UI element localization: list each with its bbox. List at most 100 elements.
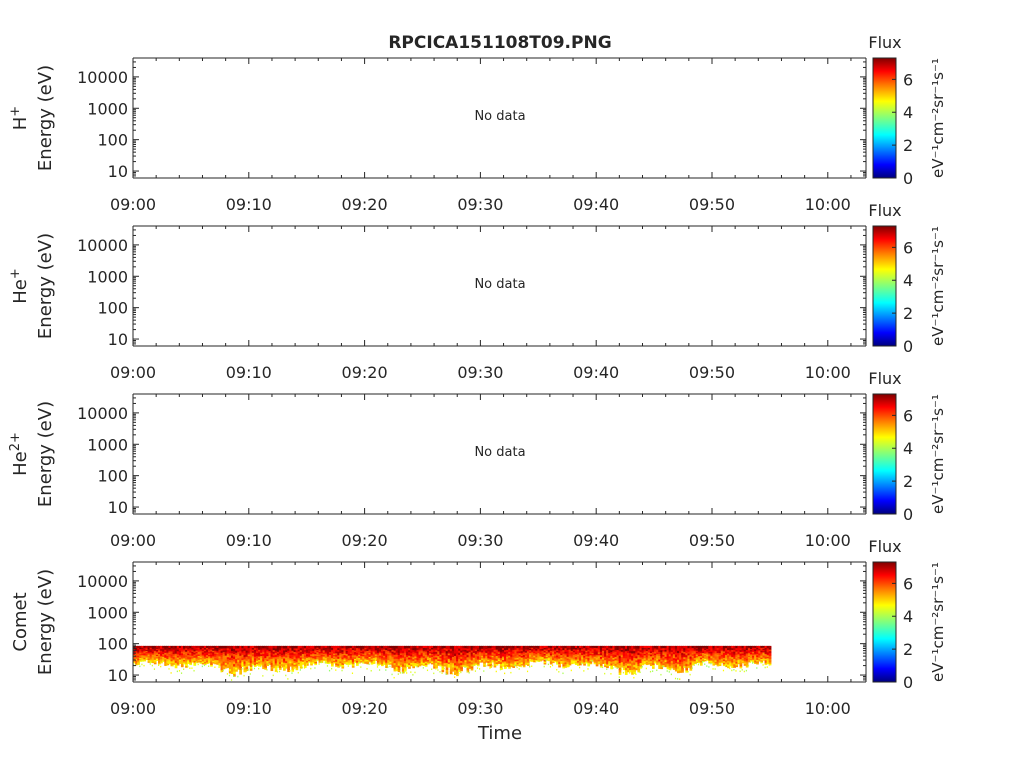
spectrogram-cell	[366, 662, 370, 665]
spectrogram-speckle	[172, 664, 174, 667]
spectrogram-cell	[531, 649, 534, 652]
spectrogram-cell	[224, 647, 228, 651]
spectrogram-cell	[733, 652, 736, 656]
spectrogram-cell	[176, 647, 180, 650]
spectrogram-cell	[504, 645, 507, 649]
spectrogram-cell	[158, 660, 161, 663]
spectrogram-cell	[247, 649, 251, 652]
spectrogram-cell	[749, 652, 753, 655]
spectrogram-cell	[431, 662, 434, 665]
spectrogram-cell	[733, 661, 736, 665]
spectrogram-cell	[339, 655, 343, 659]
spectrogram-cell	[589, 647, 593, 650]
spectrogram-cell	[147, 654, 151, 657]
spectrogram-cell	[397, 662, 401, 666]
spectrogram-cell	[168, 660, 172, 663]
spectrogram-cell	[339, 654, 343, 657]
spectrogram-cell	[251, 661, 255, 664]
spectrogram-cell	[708, 648, 711, 651]
spectrogram-cell	[331, 650, 334, 654]
spectrogram-cell	[637, 660, 641, 664]
spectrogram-cell	[656, 650, 659, 653]
spectrogram-cell	[697, 650, 701, 653]
spectrogram-cell	[241, 661, 245, 664]
spectrogram-cell	[222, 666, 226, 670]
spectrogram-cell	[758, 657, 761, 660]
spectrogram-cell	[572, 661, 576, 664]
spectrogram-cell	[664, 654, 668, 657]
spectrogram-cell	[558, 647, 561, 650]
spectrogram-cell	[491, 657, 495, 660]
spectrogram-cell	[566, 656, 570, 659]
spectrogram-cell	[364, 648, 368, 651]
spectrogram-cell	[208, 655, 211, 658]
spectrogram-cell	[195, 647, 199, 650]
spectrogram-cell	[766, 654, 770, 657]
spectrogram-cell	[233, 666, 236, 670]
spectrogram-cell	[197, 651, 201, 654]
spectrogram-cell	[168, 659, 172, 662]
spectrogram-cell	[387, 648, 390, 652]
spectrogram-cell	[660, 662, 664, 666]
spectrogram-cell	[576, 662, 580, 665]
spectrogram-speckle	[583, 670, 585, 672]
spectrogram-cell	[756, 653, 759, 656]
spectrogram-cell	[708, 654, 711, 657]
spectrogram-cell	[743, 663, 747, 666]
spectrogram-cell	[397, 645, 401, 649]
spectrogram-cell	[333, 650, 336, 653]
spectrogram-cell	[291, 662, 295, 666]
spectrogram-cell	[251, 645, 255, 649]
spectrogram-cell	[704, 659, 707, 662]
spectrogram-cell	[395, 666, 399, 670]
spectrogram-cell	[228, 663, 232, 667]
spectrogram-cell	[424, 657, 428, 660]
spectrogram-cell	[208, 648, 211, 651]
spectrogram-cell	[445, 664, 449, 668]
spectrogram-cell	[647, 650, 651, 653]
spectrogram-cell	[718, 647, 722, 650]
spectrogram-cell	[483, 659, 486, 662]
spectrogram-cell	[191, 649, 195, 652]
spectrogram-cell	[493, 661, 497, 664]
spectrogram-cell	[614, 647, 618, 650]
spectrogram-cell	[193, 658, 197, 661]
spectrogram-cell	[472, 658, 476, 661]
spectrogram-cell	[356, 660, 359, 663]
spectrogram-cell	[235, 652, 238, 655]
spectrogram-cell	[551, 659, 555, 662]
spectrogram-cell	[691, 655, 695, 658]
spectrogram-cell	[301, 655, 305, 658]
spectrogram-cell	[679, 670, 682, 673]
spectrogram-cell	[460, 650, 463, 653]
spectrogram-cell	[539, 650, 543, 653]
spectrogram-cell	[147, 658, 151, 661]
spectrogram-cell	[362, 651, 365, 654]
spectrogram-cell	[222, 661, 226, 664]
spectrogram-cell	[422, 662, 426, 665]
spectrogram-cell	[756, 651, 759, 654]
spectrogram-cell	[251, 652, 255, 655]
spectrogram-cell	[249, 645, 253, 649]
spectrogram-cell	[474, 652, 478, 655]
spectrogram-cell	[308, 659, 311, 662]
spectrogram-cell	[737, 650, 741, 653]
spectrogram-cell	[310, 649, 313, 652]
species-label: He2+	[8, 432, 32, 476]
spectrogram-cell	[670, 665, 674, 669]
spectrogram-cell	[604, 647, 607, 650]
spectrogram-speckle	[370, 670, 372, 672]
spectrogram-cell	[268, 658, 272, 661]
spectrogram-cell	[710, 648, 714, 651]
spectrogram-cell	[383, 652, 386, 655]
spectrogram-cell	[316, 658, 320, 661]
spectrogram-cell	[301, 662, 305, 665]
spectrogram-cell	[151, 650, 155, 652]
spectrogram-cell	[579, 658, 582, 661]
spectrogram-cell	[356, 653, 359, 657]
spectrogram-cell	[337, 659, 340, 663]
spectrogram-cell	[280, 661, 284, 664]
spectrogram-cell	[353, 652, 357, 655]
spectrogram-cell	[737, 659, 741, 662]
spectrogram-cell	[585, 660, 588, 663]
